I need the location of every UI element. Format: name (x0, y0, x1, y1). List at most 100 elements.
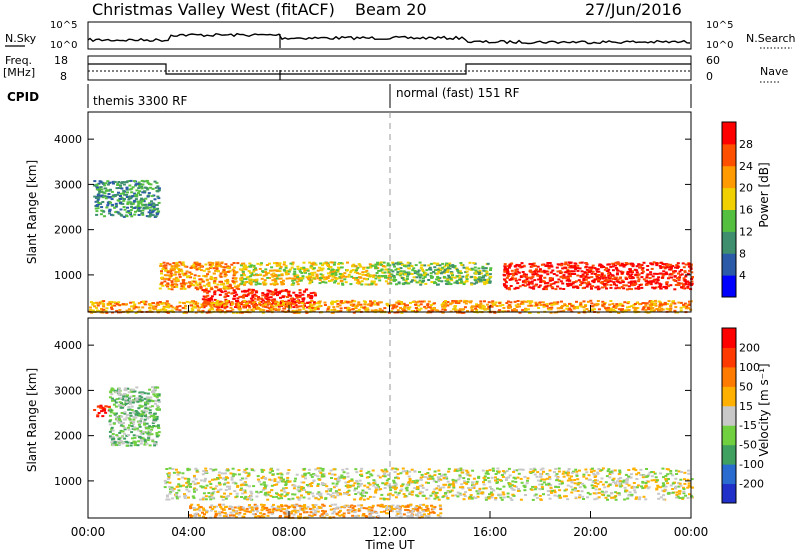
heatmap-cell (175, 263, 179, 266)
heatmap-cell (513, 469, 516, 472)
heatmap-cell (588, 271, 591, 273)
heatmap-cell (194, 478, 198, 481)
heatmap-cell (125, 414, 129, 416)
heatmap-cell (104, 310, 108, 313)
heatmap-cell (564, 271, 568, 274)
heatmap-cell (522, 484, 526, 487)
heatmap-cell (140, 179, 144, 182)
heatmap-cell (649, 301, 653, 304)
heatmap-cell (336, 480, 340, 483)
heatmap-cell (376, 261, 380, 264)
heatmap-cell (555, 274, 559, 277)
heatmap-cell (318, 470, 321, 473)
heatmap-cell (215, 261, 219, 264)
heatmap-cell (331, 482, 335, 485)
heatmap-cell (637, 280, 641, 283)
heatmap-cell (342, 477, 346, 480)
heatmap-cell (618, 281, 622, 284)
heatmap-cell (367, 470, 371, 473)
heatmap-cell (503, 284, 506, 287)
heatmap-cell (419, 307, 423, 310)
heatmap-cell (252, 280, 256, 283)
heatmap-cell (126, 399, 130, 402)
heatmap-cell (547, 267, 551, 270)
heatmap-cell (393, 276, 396, 279)
heatmap-cell (426, 472, 430, 474)
heatmap-cell (386, 264, 390, 267)
heatmap-cell (115, 440, 119, 443)
heatmap-cell (119, 421, 123, 424)
heatmap-cell (274, 289, 278, 292)
heatmap-cell (592, 484, 596, 487)
heatmap-cell (343, 306, 347, 309)
heatmap-cell (649, 273, 653, 276)
heatmap-cell (423, 275, 427, 278)
heatmap-cell (389, 279, 393, 281)
nsky-tick-bottom: 10^0 (50, 40, 77, 51)
heatmap-cell (132, 421, 136, 423)
heatmap-cell (414, 264, 418, 267)
heatmap-cell (330, 309, 334, 311)
heatmap-cell (301, 293, 305, 296)
heatmap-cell (137, 302, 141, 305)
heatmap-cell (370, 309, 374, 312)
heatmap-cell (630, 276, 634, 278)
heatmap-cell (504, 286, 508, 289)
heatmap-cell (104, 197, 108, 200)
heatmap-cell (629, 476, 633, 479)
heatmap-cell (117, 418, 121, 420)
heatmap-cell (425, 269, 429, 272)
heatmap-cell (265, 295, 269, 297)
heatmap-cell (166, 271, 170, 274)
heatmap-cell (550, 306, 554, 309)
heatmap-cell (371, 469, 375, 472)
heatmap-cell (365, 472, 369, 475)
heatmap-cell (146, 188, 150, 191)
heatmap-cell (103, 409, 106, 412)
heatmap-cell (207, 309, 211, 312)
heatmap-cell (333, 473, 337, 476)
heatmap-cell (624, 309, 628, 312)
heatmap-cell (371, 276, 375, 279)
heatmap-cell (429, 494, 433, 497)
heatmap-cell (230, 263, 234, 266)
heatmap-cell (193, 490, 196, 493)
heatmap-cell (607, 468, 611, 471)
heatmap-cell (305, 484, 309, 486)
heatmap-cell (549, 277, 553, 280)
heatmap-cell (231, 472, 235, 475)
heatmap-cell (336, 270, 340, 273)
heatmap-cell (240, 274, 244, 277)
heatmap-cell (268, 307, 271, 310)
colorbar-tick-label: 24 (739, 160, 753, 173)
heatmap-cell (331, 492, 335, 495)
heatmap-cell (156, 424, 160, 427)
heatmap-cell (554, 467, 558, 470)
heatmap-cell (351, 269, 355, 271)
heatmap-cell (448, 262, 452, 265)
heatmap-cell (668, 276, 672, 279)
heatmap-cell (433, 493, 437, 495)
heatmap-cell (649, 262, 653, 265)
heatmap-cell (456, 468, 460, 471)
heatmap-cell (175, 497, 179, 500)
heatmap-cell (594, 482, 597, 484)
heatmap-cell (123, 193, 127, 196)
heatmap-cell (219, 275, 223, 278)
colorbar-tick-label: 4 (739, 269, 746, 282)
heatmap-cell (529, 276, 533, 279)
heatmap-cell (103, 187, 107, 190)
heatmap-cell (564, 277, 568, 280)
heatmap-cell (336, 282, 340, 285)
heatmap-cell (187, 286, 191, 289)
heatmap-cell (614, 287, 618, 290)
heatmap-cell (519, 477, 523, 480)
heatmap-cell (119, 213, 123, 216)
heatmap-cell (183, 307, 187, 310)
heatmap-cell (664, 271, 668, 274)
heatmap-cell (494, 476, 497, 479)
heatmap-cell (535, 496, 539, 499)
heatmap-cell (302, 261, 306, 264)
heatmap-cell (177, 489, 181, 492)
heatmap-cell (454, 494, 458, 497)
